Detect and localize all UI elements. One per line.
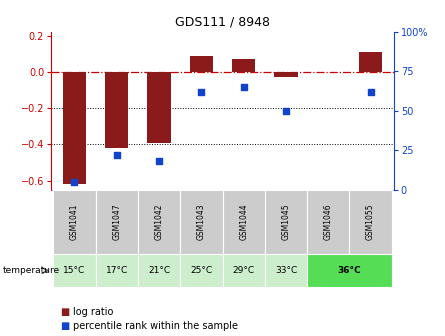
Bar xyxy=(180,190,222,254)
Text: GSM1044: GSM1044 xyxy=(239,203,248,240)
Text: GSM1041: GSM1041 xyxy=(70,204,79,240)
Bar xyxy=(147,72,171,143)
Bar xyxy=(190,55,213,72)
Text: 29°C: 29°C xyxy=(233,266,255,275)
Text: 21°C: 21°C xyxy=(148,266,170,275)
Bar xyxy=(53,254,96,287)
Text: GSM1045: GSM1045 xyxy=(281,203,291,240)
Bar xyxy=(222,190,265,254)
Point xyxy=(71,179,78,185)
Text: GSM1055: GSM1055 xyxy=(366,203,375,240)
Text: GSM1042: GSM1042 xyxy=(154,204,164,240)
Text: temperature: temperature xyxy=(2,266,59,275)
Text: 36°C: 36°C xyxy=(338,266,361,275)
Text: GDS111 / 8948: GDS111 / 8948 xyxy=(175,15,270,29)
Text: GSM1043: GSM1043 xyxy=(197,203,206,240)
Bar xyxy=(105,72,128,148)
Text: ■: ■ xyxy=(60,307,69,318)
Bar xyxy=(180,254,222,287)
Bar xyxy=(63,72,86,184)
Text: log ratio: log ratio xyxy=(73,307,114,318)
Bar xyxy=(265,190,307,254)
Text: percentile rank within the sample: percentile rank within the sample xyxy=(73,321,239,331)
Point xyxy=(113,153,120,158)
Bar xyxy=(96,254,138,287)
Bar xyxy=(359,52,382,72)
Bar xyxy=(138,190,180,254)
Text: 17°C: 17°C xyxy=(105,266,128,275)
Point xyxy=(155,159,162,164)
Bar xyxy=(307,254,392,287)
Text: GSM1047: GSM1047 xyxy=(112,203,121,240)
Bar xyxy=(232,59,255,72)
Bar xyxy=(53,190,96,254)
Point xyxy=(240,85,247,90)
Point xyxy=(198,89,205,95)
Bar xyxy=(274,72,298,77)
Bar xyxy=(265,254,307,287)
Text: 15°C: 15°C xyxy=(63,266,85,275)
Point xyxy=(367,89,374,95)
Text: GSM1046: GSM1046 xyxy=(324,203,333,240)
Bar xyxy=(138,254,180,287)
Bar xyxy=(349,190,392,254)
Point xyxy=(283,108,290,114)
Bar xyxy=(307,190,349,254)
Text: ■: ■ xyxy=(60,321,69,331)
Bar xyxy=(222,254,265,287)
Bar xyxy=(96,190,138,254)
Text: 33°C: 33°C xyxy=(275,266,297,275)
Text: 25°C: 25°C xyxy=(190,266,212,275)
